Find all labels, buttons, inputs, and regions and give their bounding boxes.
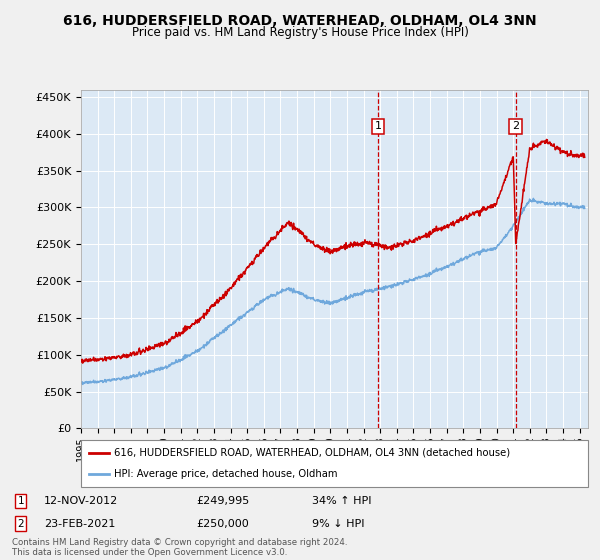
Text: 616, HUDDERSFIELD ROAD, WATERHEAD, OLDHAM, OL4 3NN (detached house): 616, HUDDERSFIELD ROAD, WATERHEAD, OLDHA…: [114, 448, 510, 458]
Text: 2: 2: [17, 519, 24, 529]
Text: 1: 1: [374, 122, 382, 132]
Text: 23-FEB-2021: 23-FEB-2021: [44, 519, 115, 529]
FancyBboxPatch shape: [81, 440, 588, 487]
Text: 1: 1: [17, 496, 24, 506]
Text: Price paid vs. HM Land Registry's House Price Index (HPI): Price paid vs. HM Land Registry's House …: [131, 26, 469, 39]
Text: £249,995: £249,995: [196, 496, 250, 506]
Text: Contains HM Land Registry data © Crown copyright and database right 2024.
This d: Contains HM Land Registry data © Crown c…: [12, 538, 347, 557]
Text: 34% ↑ HPI: 34% ↑ HPI: [311, 496, 371, 506]
Text: HPI: Average price, detached house, Oldham: HPI: Average price, detached house, Oldh…: [114, 469, 337, 479]
Text: 9% ↓ HPI: 9% ↓ HPI: [311, 519, 364, 529]
Text: 616, HUDDERSFIELD ROAD, WATERHEAD, OLDHAM, OL4 3NN: 616, HUDDERSFIELD ROAD, WATERHEAD, OLDHA…: [63, 14, 537, 28]
Text: 12-NOV-2012: 12-NOV-2012: [44, 496, 118, 506]
Text: £250,000: £250,000: [196, 519, 249, 529]
Text: 2: 2: [512, 122, 519, 132]
